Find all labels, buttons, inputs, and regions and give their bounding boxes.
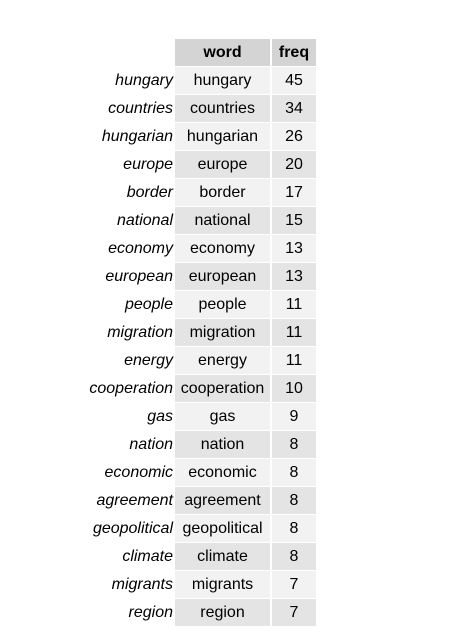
freq-cell: 10 <box>272 375 316 403</box>
row-label: gas <box>78 403 175 431</box>
row-label: hungarian <box>78 123 175 151</box>
word-cell: economic <box>175 459 272 487</box>
table-row: migration migration 11 <box>78 319 316 347</box>
row-label: migration <box>78 319 175 347</box>
row-label: energy <box>78 347 175 375</box>
table-row: hungary hungary 45 <box>78 67 316 95</box>
table-row: border border 17 <box>78 179 316 207</box>
table-header: word freq <box>78 39 316 67</box>
table-row: economic economic 8 <box>78 459 316 487</box>
word-cell: europe <box>175 151 272 179</box>
word-cell: region <box>175 599 272 627</box>
word-cell: cooperation <box>175 375 272 403</box>
word-cell: migration <box>175 319 272 347</box>
row-label: national <box>78 207 175 235</box>
row-label: migrants <box>78 571 175 599</box>
row-label: hungary <box>78 67 175 95</box>
row-label: people <box>78 291 175 319</box>
freq-cell: 8 <box>272 431 316 459</box>
table-row: european european 13 <box>78 263 316 291</box>
table-row: people people 11 <box>78 291 316 319</box>
word-cell: economy <box>175 235 272 263</box>
freq-cell: 8 <box>272 487 316 515</box>
word-cell: agreement <box>175 487 272 515</box>
row-label: countries <box>78 95 175 123</box>
word-cell: hungarian <box>175 123 272 151</box>
table-row: hungarian hungarian 26 <box>78 123 316 151</box>
row-label: geopolitical <box>78 515 175 543</box>
row-label: nation <box>78 431 175 459</box>
freq-cell: 26 <box>272 123 316 151</box>
freq-cell: 11 <box>272 291 316 319</box>
freq-cell: 7 <box>272 599 316 627</box>
freq-cell: 45 <box>272 67 316 95</box>
table-row: cooperation cooperation 10 <box>78 375 316 403</box>
freq-cell: 8 <box>272 543 316 571</box>
word-cell: gas <box>175 403 272 431</box>
row-label: region <box>78 599 175 627</box>
table-row: national national 15 <box>78 207 316 235</box>
word-cell: european <box>175 263 272 291</box>
row-label: agreement <box>78 487 175 515</box>
row-label: climate <box>78 543 175 571</box>
table-row: countries countries 34 <box>78 95 316 123</box>
word-cell: nation <box>175 431 272 459</box>
word-cell: energy <box>175 347 272 375</box>
word-cell: national <box>175 207 272 235</box>
word-cell: hungary <box>175 67 272 95</box>
table-row: gas gas 9 <box>78 403 316 431</box>
freq-cell: 11 <box>272 319 316 347</box>
freq-cell: 9 <box>272 403 316 431</box>
freq-cell: 13 <box>272 235 316 263</box>
column-header-freq: freq <box>272 39 316 67</box>
word-cell: border <box>175 179 272 207</box>
word-cell: countries <box>175 95 272 123</box>
word-cell: climate <box>175 543 272 571</box>
table-body: hungary hungary 45 countries countries 34 hung… <box>78 67 316 627</box>
word-frequency-table: word freq hungary hungary 45 countries count… <box>78 39 316 627</box>
table-row: nation nation 8 <box>78 431 316 459</box>
freq-cell: 15 <box>272 207 316 235</box>
column-header-word: word <box>175 39 272 67</box>
table-row: region region 7 <box>78 599 316 627</box>
table-row: agreement agreement 8 <box>78 487 316 515</box>
header-row: word freq <box>78 39 316 67</box>
table-row: economy economy 13 <box>78 235 316 263</box>
row-label: economic <box>78 459 175 487</box>
table-row: europe europe 20 <box>78 151 316 179</box>
freq-cell: 8 <box>272 515 316 543</box>
freq-cell: 7 <box>272 571 316 599</box>
freq-cell: 8 <box>272 459 316 487</box>
freq-cell: 34 <box>272 95 316 123</box>
freq-cell: 20 <box>272 151 316 179</box>
row-label: border <box>78 179 175 207</box>
table-row: climate climate 8 <box>78 543 316 571</box>
table-row: migrants migrants 7 <box>78 571 316 599</box>
word-cell: migrants <box>175 571 272 599</box>
row-label: european <box>78 263 175 291</box>
freq-cell: 13 <box>272 263 316 291</box>
word-cell: people <box>175 291 272 319</box>
freq-cell: 17 <box>272 179 316 207</box>
row-label: cooperation <box>78 375 175 403</box>
table-row: energy energy 11 <box>78 347 316 375</box>
freq-cell: 11 <box>272 347 316 375</box>
header-corner <box>78 39 175 67</box>
table-row: geopolitical geopolitical 8 <box>78 515 316 543</box>
row-label: europe <box>78 151 175 179</box>
row-label: economy <box>78 235 175 263</box>
word-cell: geopolitical <box>175 515 272 543</box>
